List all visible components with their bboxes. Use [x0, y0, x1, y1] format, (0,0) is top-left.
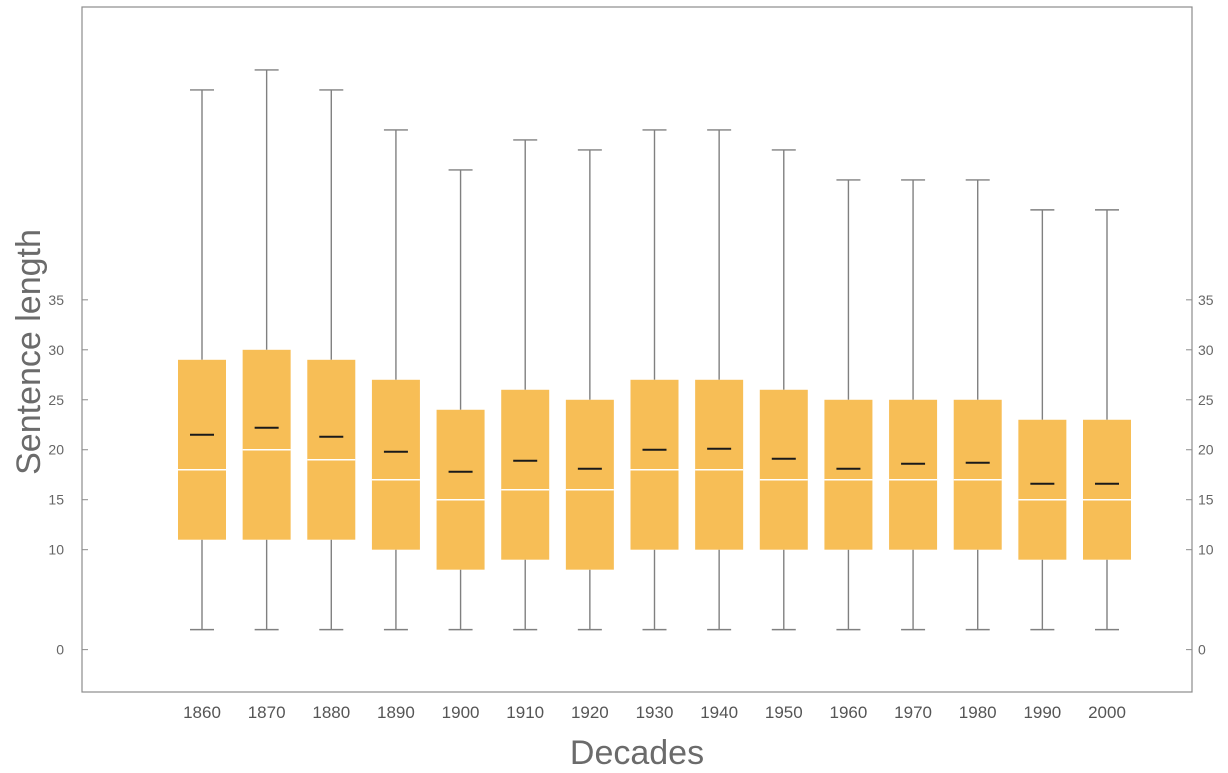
y-axis-right: 0 10 15 20 25 30 35	[1186, 292, 1214, 658]
y-tick-label-right: 25	[1198, 392, 1214, 408]
box-1880	[307, 89, 356, 631]
box-1940	[695, 129, 744, 631]
y-tick-label-right: 15	[1198, 492, 1214, 508]
box-1960	[824, 179, 873, 631]
iqr-box	[371, 379, 420, 550]
iqr-box	[242, 349, 291, 540]
x-tick-label: 1950	[765, 703, 803, 722]
y-tick-label: 15	[48, 492, 64, 508]
y-tick-label: 10	[48, 542, 64, 558]
iqr-box	[1018, 419, 1067, 560]
iqr-box	[759, 389, 808, 550]
x-tick-label: 1970	[894, 703, 932, 722]
box-1970	[889, 179, 938, 631]
iqr-box	[178, 359, 226, 540]
x-tick-label: 1960	[830, 703, 868, 722]
iqr-box	[565, 399, 614, 570]
x-axis: 1860 1870 1880 1890 1900 1910 1920 1930 1940 1950…	[183, 703, 1126, 722]
x-tick-label: 1890	[377, 703, 415, 722]
x-tick-label: 2000	[1088, 703, 1126, 722]
iqr-box	[889, 399, 938, 550]
box-1890	[371, 129, 420, 631]
y-axis-left: 0 10 15 20 25 30 35	[48, 292, 88, 658]
x-tick-label: 1870	[248, 703, 286, 722]
y-tick-label-right: 35	[1198, 292, 1214, 308]
iqr-box	[630, 379, 679, 550]
x-tick-label: 1880	[312, 703, 350, 722]
x-tick-label: 1920	[571, 703, 609, 722]
x-tick-label: 1860	[183, 703, 221, 722]
y-axis-title: Sentence length	[10, 229, 48, 475]
box-1900	[436, 169, 485, 631]
box-1950	[759, 149, 808, 631]
plot-frame	[81, 6, 1193, 693]
y-tick-label: 30	[48, 342, 64, 358]
box-series	[178, 69, 1131, 631]
box-1930	[630, 129, 679, 631]
iqr-box	[1083, 419, 1131, 560]
box-1920	[565, 149, 614, 631]
x-tick-label: 1990	[1023, 703, 1061, 722]
x-tick-label: 1930	[636, 703, 674, 722]
y-tick-label-right: 0	[1198, 642, 1206, 658]
y-tick-label: 25	[48, 392, 64, 408]
box-2000	[1083, 209, 1131, 631]
box-1860	[178, 89, 226, 631]
iqr-box	[824, 399, 873, 550]
x-axis-title: Decades	[570, 734, 704, 772]
iqr-box	[695, 379, 744, 550]
y-tick-label-right: 10	[1198, 542, 1214, 558]
box-1980	[953, 179, 1002, 631]
x-tick-label: 1910	[506, 703, 544, 722]
box-1990	[1018, 209, 1067, 631]
y-tick-label: 0	[56, 642, 64, 658]
y-tick-label-right: 20	[1198, 442, 1214, 458]
iqr-box	[307, 359, 356, 540]
iqr-box	[501, 389, 550, 560]
x-tick-label: 1940	[700, 703, 738, 722]
iqr-box	[953, 399, 1002, 550]
x-tick-label: 1980	[959, 703, 997, 722]
y-tick-label-right: 30	[1198, 342, 1214, 358]
y-tick-label: 20	[48, 442, 64, 458]
iqr-box	[436, 409, 485, 570]
y-tick-label: 35	[48, 292, 64, 308]
box-1910	[501, 139, 550, 631]
box-1870	[242, 69, 291, 631]
x-tick-label: 1900	[442, 703, 480, 722]
